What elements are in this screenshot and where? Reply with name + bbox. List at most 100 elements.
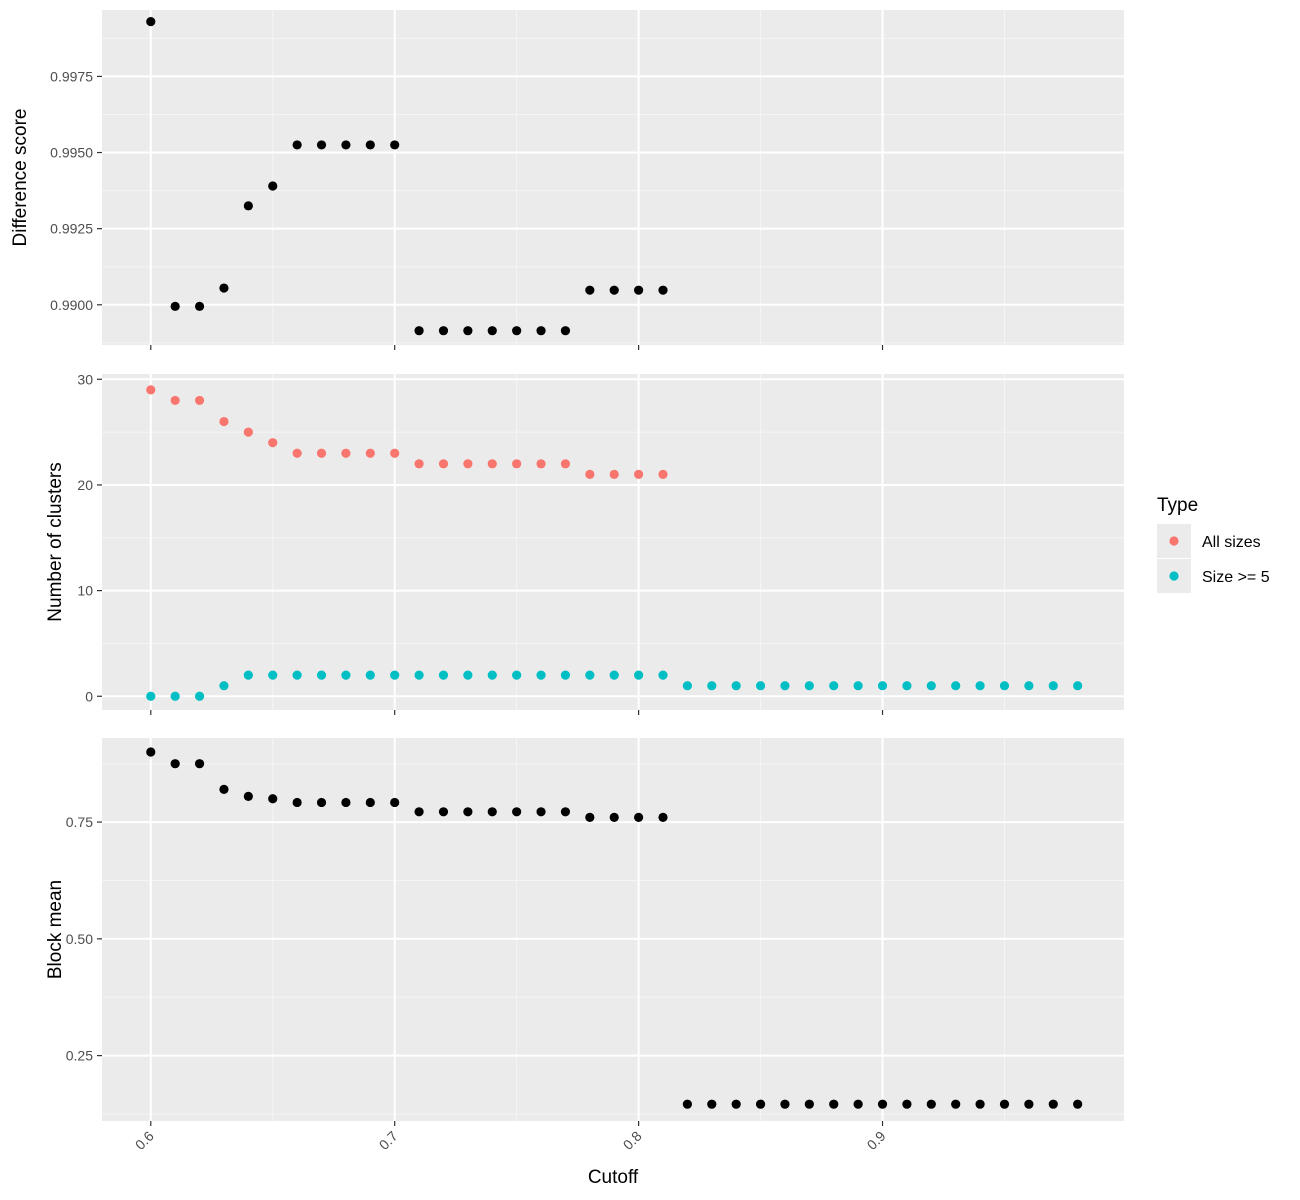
- panel-background: [102, 374, 1124, 710]
- data-point: [707, 681, 717, 691]
- data-point: [902, 681, 912, 691]
- data-point: [731, 1099, 741, 1109]
- data-point: [755, 681, 766, 691]
- legend-key-2: [1169, 571, 1179, 581]
- panel-background: [102, 738, 1124, 1121]
- data-point: [463, 326, 473, 336]
- data-point: [999, 1099, 1010, 1109]
- series-points: [146, 747, 1083, 1109]
- panel-background: [102, 10, 1124, 345]
- data-point: [243, 201, 253, 211]
- data-point: [1073, 1099, 1083, 1109]
- data-point: [829, 681, 839, 691]
- data-point: [512, 807, 522, 817]
- data-point: [243, 791, 253, 801]
- data-point: [268, 794, 278, 804]
- data-point: [268, 438, 278, 448]
- data-point: [316, 448, 327, 458]
- data-point: [560, 326, 571, 336]
- legend-label-2: Size >= 5: [1202, 569, 1270, 586]
- data-point: [634, 812, 644, 823]
- data-point: [170, 395, 180, 406]
- data-point: [634, 285, 644, 295]
- data-point: [194, 759, 205, 769]
- data-point: [292, 670, 302, 680]
- data-point: [536, 459, 546, 469]
- data-point: [219, 681, 229, 691]
- data-point: [292, 140, 302, 150]
- y-tick-label: 0.75: [66, 814, 93, 830]
- y-tick-label: 0.9925: [50, 221, 93, 237]
- y-tick-label: 0: [85, 688, 93, 704]
- x-tick-label: 0.8: [620, 1128, 645, 1153]
- data-point: [512, 670, 522, 680]
- y-tick-label: 0.25: [66, 1048, 93, 1064]
- data-point: [365, 670, 375, 680]
- data-point: [1024, 1099, 1034, 1109]
- legend-title: Type: [1157, 495, 1198, 516]
- data-point: [463, 670, 473, 680]
- y-tick-label: 0.9950: [50, 145, 93, 161]
- data-point: [414, 459, 424, 469]
- data-point: [560, 670, 571, 680]
- data-point: [975, 681, 985, 691]
- data-point: [804, 681, 814, 691]
- data-point: [609, 670, 619, 680]
- data-point: [365, 448, 375, 458]
- data-point: [804, 1099, 814, 1109]
- data-point: [390, 670, 400, 680]
- y-axis-title: Block mean: [45, 880, 66, 979]
- data-point: [390, 448, 400, 458]
- data-point: [682, 1099, 692, 1109]
- data-point: [487, 670, 497, 680]
- data-point: [219, 416, 229, 427]
- x-tick-label: 0.6: [132, 1128, 157, 1153]
- data-point: [585, 670, 595, 680]
- data-point: [463, 807, 473, 817]
- y-axis-title: Difference score: [10, 109, 31, 247]
- data-point: [536, 807, 546, 817]
- data-point: [146, 16, 156, 27]
- legend-key-1: [1169, 536, 1179, 546]
- data-point: [365, 140, 375, 150]
- x-tick-label: 0.7: [376, 1128, 401, 1153]
- data-point: [390, 140, 400, 150]
- data-point: [487, 807, 497, 817]
- data-point: [438, 459, 449, 469]
- data-point: [999, 681, 1010, 691]
- data-point: [658, 812, 668, 823]
- data-point: [292, 448, 302, 458]
- data-point: [560, 459, 571, 469]
- y-tick-label: 10: [77, 583, 93, 599]
- y-tick-label: 0.9975: [50, 68, 93, 84]
- data-point: [780, 681, 790, 691]
- data-point: [292, 797, 302, 808]
- data-point: [438, 326, 449, 336]
- data-point: [1073, 681, 1083, 691]
- data-point: [609, 812, 619, 823]
- data-point: [219, 283, 229, 293]
- data-point: [365, 797, 375, 808]
- data-point: [609, 469, 619, 479]
- data-point: [438, 807, 449, 817]
- data-point: [731, 681, 741, 691]
- data-point: [194, 691, 205, 701]
- data-point: [1048, 1099, 1058, 1109]
- data-point: [170, 301, 180, 311]
- data-point: [902, 1099, 912, 1109]
- series-all-sizes: [146, 385, 668, 479]
- data-point: [341, 670, 351, 680]
- data-point: [853, 1099, 863, 1109]
- y-tick-label: 20: [77, 477, 93, 493]
- data-point: [438, 670, 449, 680]
- data-point: [512, 459, 522, 469]
- data-point: [512, 326, 522, 336]
- data-point: [194, 301, 205, 311]
- data-point: [146, 691, 156, 701]
- data-point: [1048, 681, 1058, 691]
- data-point: [585, 285, 595, 295]
- data-point: [780, 1099, 790, 1109]
- y-tick-label: 0.9900: [50, 297, 93, 313]
